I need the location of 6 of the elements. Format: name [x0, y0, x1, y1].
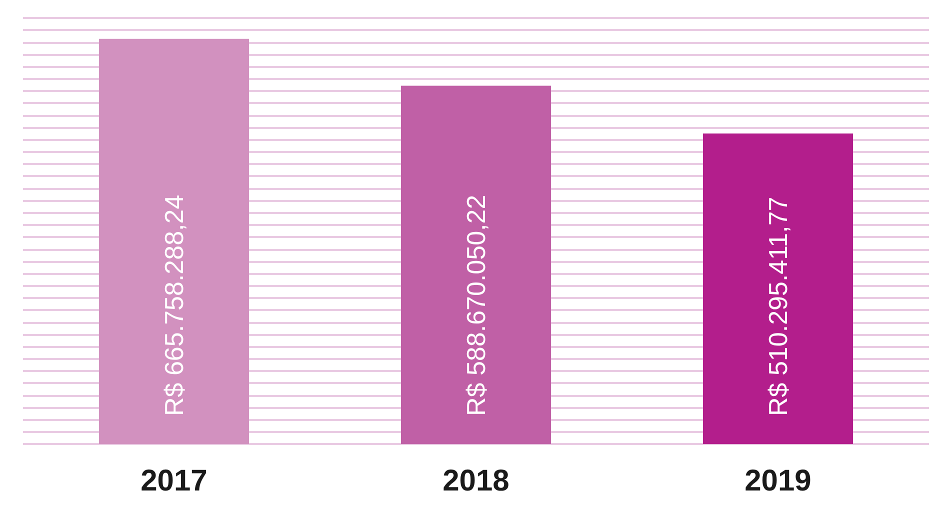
x-tick-label: 2017	[140, 464, 208, 498]
data-label: R$ 510.295.411,77	[763, 196, 793, 416]
x-tick-label: 2019	[744, 464, 812, 498]
data-label: R$ 665.758.288,24	[159, 194, 189, 416]
data-label: R$ 588.670.050,22	[461, 194, 491, 416]
x-tick-label: 2018	[442, 464, 510, 498]
